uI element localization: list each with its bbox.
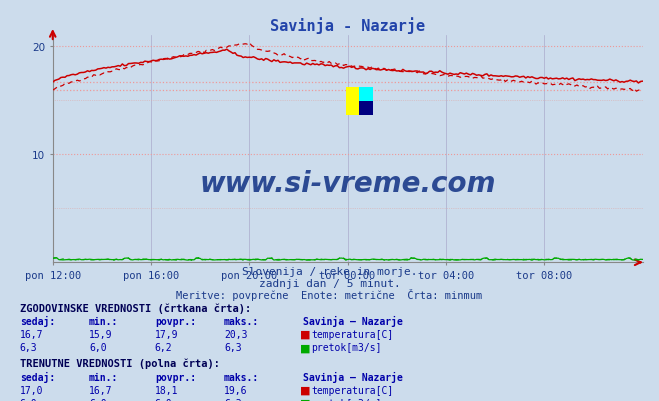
Text: 17,9: 17,9 [155,329,179,339]
Text: 6,0: 6,0 [89,398,107,401]
Text: povpr.:: povpr.: [155,372,196,382]
Text: temperatura[C]: temperatura[C] [311,329,393,339]
Text: 6,3: 6,3 [20,342,38,352]
Text: 18,1: 18,1 [155,385,179,395]
Text: www.si-vreme.com: www.si-vreme.com [200,169,496,197]
Text: ■: ■ [300,398,310,401]
Text: temperatura[C]: temperatura[C] [311,385,393,395]
Text: 6,3: 6,3 [224,342,242,352]
Text: 17,0: 17,0 [20,385,43,395]
Text: 6,2: 6,2 [155,342,173,352]
Text: sedaj:: sedaj: [20,315,55,326]
Text: Savinja – Nazarje: Savinja – Nazarje [303,315,403,326]
Text: TRENUTNE VREDNOSTI (polna črta):: TRENUTNE VREDNOSTI (polna črta): [20,358,219,369]
Text: Meritve: povprečne  Enote: metrične  Črta: minmum: Meritve: povprečne Enote: metrične Črta:… [177,289,482,301]
Text: 16,7: 16,7 [89,385,113,395]
Text: ■: ■ [300,385,310,395]
Text: 20,3: 20,3 [224,329,248,339]
Text: pretok[m3/s]: pretok[m3/s] [311,398,382,401]
Text: ZGODOVINSKE VREDNOSTI (črtkana črta):: ZGODOVINSKE VREDNOSTI (črtkana črta): [20,302,251,313]
Text: maks.:: maks.: [224,316,259,326]
Text: 6,3: 6,3 [224,398,242,401]
Text: min.:: min.: [89,372,119,382]
Text: pretok[m3/s]: pretok[m3/s] [311,342,382,352]
Text: zadnji dan / 5 minut.: zadnji dan / 5 minut. [258,279,401,289]
Text: 6,0: 6,0 [155,398,173,401]
Text: min.:: min.: [89,316,119,326]
Text: Savinja – Nazarje: Savinja – Nazarje [303,371,403,382]
Text: 16,7: 16,7 [20,329,43,339]
Text: povpr.:: povpr.: [155,316,196,326]
Text: Slovenija / reke in morje.: Slovenija / reke in morje. [242,267,417,277]
Title: Savinja - Nazarje: Savinja - Nazarje [270,17,425,34]
Text: sedaj:: sedaj: [20,371,55,382]
Text: 6,0: 6,0 [20,398,38,401]
Text: ■: ■ [300,329,310,339]
Text: 15,9: 15,9 [89,329,113,339]
Text: 19,6: 19,6 [224,385,248,395]
Text: 6,0: 6,0 [89,342,107,352]
Text: ■: ■ [300,342,310,352]
Text: maks.:: maks.: [224,372,259,382]
